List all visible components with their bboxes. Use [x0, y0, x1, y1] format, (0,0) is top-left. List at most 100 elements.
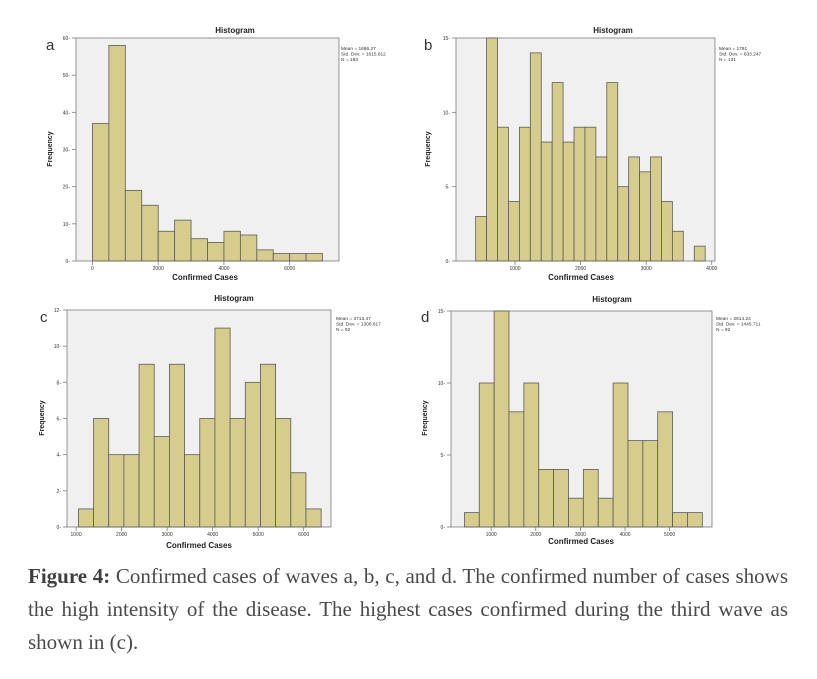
- stats-line: Mean = 2614.24: [716, 316, 751, 322]
- histogram-bar: [256, 249, 274, 262]
- histogram-bar: [108, 454, 125, 528]
- x-tick-label: 4000: [619, 532, 630, 538]
- stats-line: Std. Dev. = 1615.812: [341, 52, 386, 58]
- histogram-bar: [508, 201, 520, 262]
- histogram-bar: [207, 242, 225, 262]
- y-tick-label: 10-: [63, 222, 71, 228]
- histogram-bar: [290, 472, 307, 528]
- histogram-bar: [190, 238, 208, 262]
- histogram-bar: [475, 215, 487, 262]
- x-tick-label: 3000: [162, 532, 173, 538]
- histogram-bar: [540, 141, 553, 262]
- y-tick-label: 15-: [443, 36, 451, 42]
- histogram-bar: [223, 230, 241, 262]
- stats-line: Std. Dev. = 833.247: [719, 52, 762, 58]
- histogram-bar: [538, 468, 555, 528]
- y-axis-label: Frequency: [47, 131, 54, 167]
- histogram-bar: [199, 418, 216, 528]
- y-axis-label: Frequency: [422, 400, 429, 436]
- y-tick-label: 50-: [63, 73, 71, 79]
- histogram-panel-b: 0- 5- 10- 15- 1000 2000 3000 4000 Histogram Confi…: [424, 26, 762, 282]
- histogram-bar: [573, 126, 586, 262]
- histogram-bar: [508, 411, 525, 528]
- y-tick-label: 30-: [63, 148, 71, 154]
- chart-title: Histogram: [592, 295, 632, 304]
- histogram-bar: [595, 156, 608, 262]
- stats-line: N = 183: [341, 57, 358, 63]
- histogram-bar: [463, 512, 480, 528]
- x-tick-label: 4000: [218, 266, 229, 272]
- histogram-bar: [153, 436, 170, 528]
- histogram-bar: [617, 186, 630, 262]
- histogram-bar: [627, 440, 644, 528]
- histogram-bar: [639, 171, 651, 262]
- x-tick-label: 6000: [298, 532, 309, 538]
- histogram-bar: [157, 230, 176, 262]
- x-axis-label: Confirmed Cases: [172, 273, 238, 282]
- histogram-bar: [239, 234, 258, 262]
- histogram-bar: [568, 497, 584, 528]
- y-tick-label: 10-: [54, 344, 62, 350]
- histogram-bar: [77, 508, 94, 528]
- y-tick-label: 15-: [438, 309, 446, 315]
- histogram-panel-a: 0- 10- 20- 30- 40- 50- 60- 0 2000 4000 6000 Histogr…: [46, 26, 386, 282]
- histogram-bar: [518, 126, 531, 262]
- histogram-bar: [275, 418, 292, 528]
- histogram-bar: [272, 253, 291, 262]
- histogram-bar: [551, 82, 564, 262]
- histogram-bar: [606, 82, 619, 262]
- histogram-bar: [642, 440, 659, 528]
- y-tick-label: 60-: [63, 36, 71, 42]
- histogram-bar: [184, 454, 201, 528]
- y-tick-label: 5-: [441, 453, 446, 459]
- caption-label: Figure 4:: [28, 564, 111, 588]
- histogram-bar: [612, 382, 629, 528]
- x-tick-label: 2000: [575, 266, 586, 272]
- histogram-bar: [174, 219, 192, 262]
- y-tick-label: 5-: [446, 185, 451, 191]
- histogram-panel-c: 0- 2- 4- 6- 8- 10- 12- 1000 2000 3000 4000 5000 6000…: [39, 294, 381, 550]
- x-axis-label: Confirmed Cases: [166, 541, 232, 550]
- stats-line: Mean = 3713.47: [336, 316, 371, 322]
- y-tick-label: 4-: [57, 453, 62, 459]
- y-tick-label: 20-: [63, 185, 71, 191]
- y-tick-label: 8-: [57, 380, 62, 386]
- histogram-panel-d: 0- 5- 10- 15- 1000 2000 3000 4000 5000 Histogram C…: [421, 295, 761, 546]
- histogram-bar: [108, 45, 126, 262]
- x-tick-label: 5000: [253, 532, 264, 538]
- chart-title: Histogram: [214, 294, 254, 303]
- x-tick-label: 3000: [575, 532, 586, 538]
- panel-letter: b: [424, 37, 432, 54]
- histogram-bar: [214, 327, 231, 528]
- histogram-bar: [597, 497, 614, 528]
- figure-caption: Figure 4: Confirmed cases of waves a, b,…: [28, 560, 788, 659]
- x-tick-label: 0: [91, 266, 94, 272]
- stats-line: Std. Dev. = 1306.617: [336, 322, 381, 328]
- x-tick-label: 4000: [706, 266, 717, 272]
- histogram-bar: [493, 310, 510, 528]
- x-axis-label: Confirmed Cases: [548, 273, 614, 282]
- x-tick-label: 6000: [284, 266, 295, 272]
- x-tick-label: 2000: [116, 532, 127, 538]
- histogram-bar: [693, 245, 706, 262]
- stats-line: N = 92: [716, 327, 731, 333]
- histogram-bar: [650, 156, 662, 262]
- y-tick-label: 40-: [63, 110, 71, 116]
- y-tick-label: 0-: [66, 259, 71, 265]
- x-tick-label: 2000: [530, 532, 541, 538]
- histogram-bar: [305, 253, 323, 262]
- histogram-bar: [305, 508, 322, 528]
- histogram-bar: [562, 141, 575, 262]
- chart-title: Histogram: [593, 26, 633, 35]
- y-axis-label: Frequency: [425, 131, 432, 167]
- stats-line: Std. Dev. = 1445.711: [716, 322, 761, 328]
- stats-line: N = 92: [336, 327, 351, 333]
- histogram-bar: [229, 418, 246, 528]
- histogram-bar: [478, 382, 495, 528]
- histogram-bar: [628, 156, 640, 262]
- y-tick-label: 0-: [446, 259, 451, 265]
- histogram-bar: [486, 37, 498, 262]
- y-tick-label: 6-: [57, 417, 62, 423]
- y-tick-label: 0-: [57, 525, 62, 531]
